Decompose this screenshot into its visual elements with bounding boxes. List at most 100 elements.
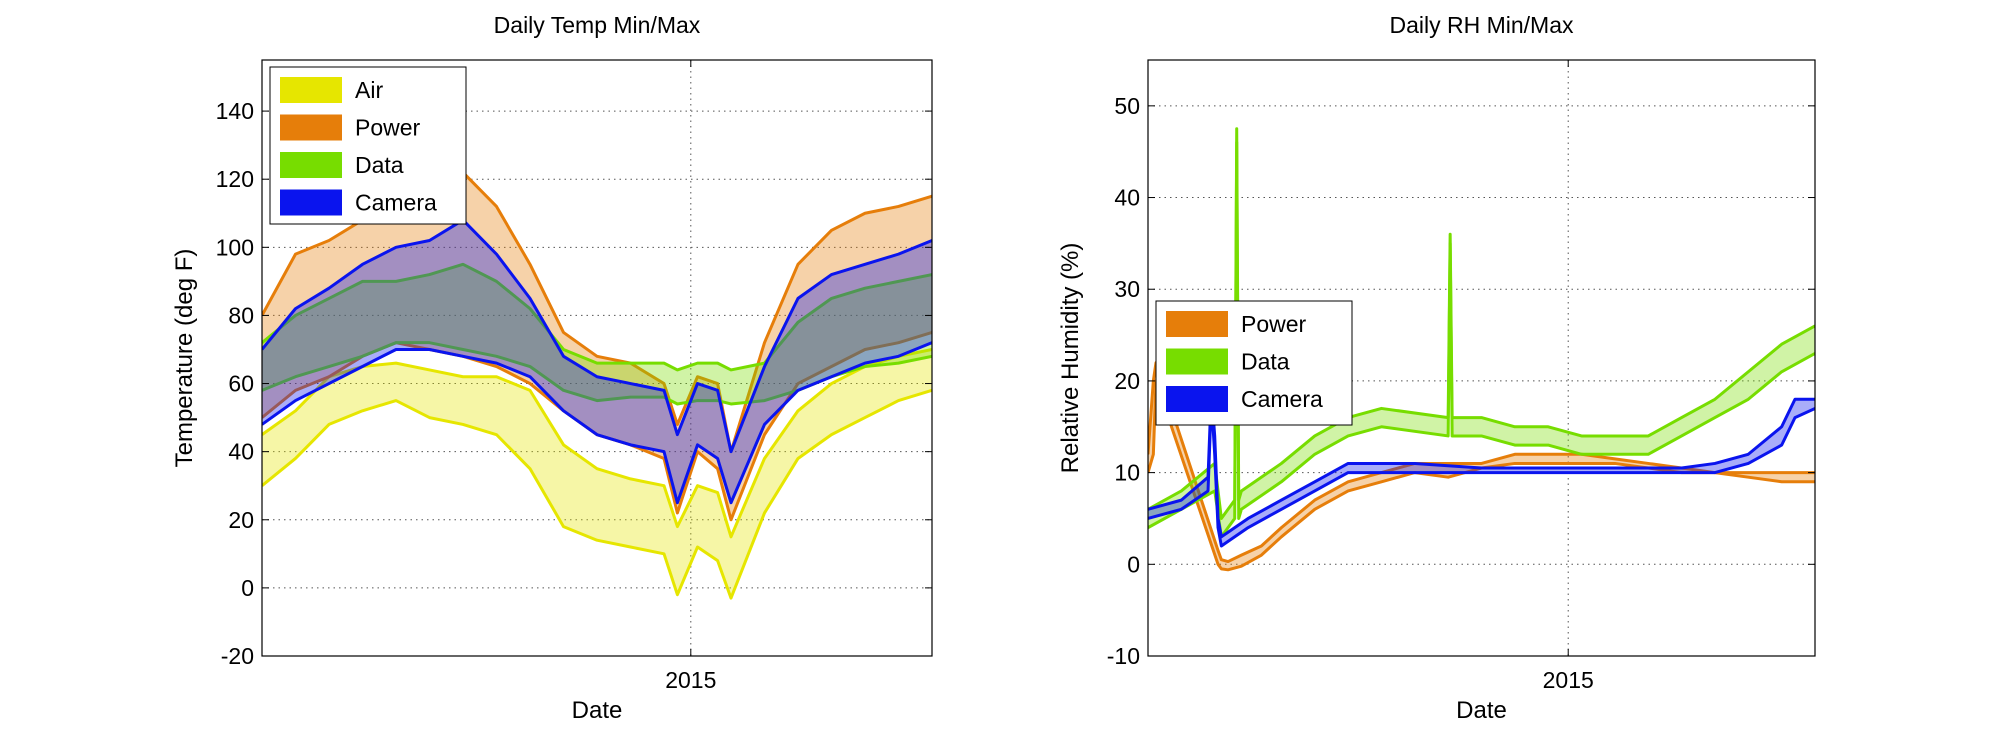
point-max-camera (663, 389, 665, 392)
point-min-power (1514, 462, 1516, 465)
point-max-data (1480, 416, 1483, 419)
point-max-camera (1227, 531, 1229, 534)
point-min-air (629, 546, 632, 548)
point-max-camera (1747, 453, 1750, 456)
point-min-camera (395, 348, 397, 351)
point-max-camera (1547, 467, 1549, 469)
point-max-data (462, 263, 464, 266)
y-tick-label: 30 (1114, 276, 1140, 302)
point-max-camera (864, 263, 866, 266)
point-max-power (1780, 471, 1783, 474)
point-min-camera (1213, 453, 1216, 456)
point-max-power (864, 212, 866, 215)
point-min-power (1380, 480, 1383, 483)
legend-swatch-air (280, 77, 342, 103)
point-max-power (663, 382, 665, 385)
point-min-power (897, 341, 900, 344)
point-max-power (830, 229, 833, 232)
point-min-camera (629, 444, 632, 446)
point-max-data (730, 369, 732, 371)
point-max-data (1580, 435, 1583, 437)
point-min-data (730, 403, 732, 405)
series-air (262, 348, 932, 600)
point-max-data (1547, 425, 1549, 428)
band-air (262, 349, 932, 599)
point-min-data (897, 362, 900, 364)
x-axis-label: Date (1456, 697, 1507, 724)
point-min-air (395, 399, 397, 402)
point-max-air (797, 409, 799, 412)
point-max-air (562, 444, 565, 446)
point-max-data (897, 280, 900, 283)
x-axis-label: Date (572, 697, 623, 724)
point-max-camera (1180, 499, 1183, 501)
point-min-camera (529, 375, 531, 378)
point-min-camera (495, 362, 498, 364)
point-max-camera (294, 307, 297, 310)
point-max-power (1220, 558, 1223, 561)
point-max-data (1313, 435, 1316, 437)
point-max-air (294, 409, 297, 412)
point-min-data (1237, 517, 1240, 520)
point-min-power (1313, 508, 1316, 511)
point-max-camera (428, 239, 431, 242)
point-min-power (1614, 462, 1616, 465)
y-tick-label: 120 (216, 166, 254, 192)
point-min-camera (1247, 526, 1249, 529)
point-min-power (716, 467, 719, 470)
point-max-data (1237, 499, 1240, 501)
point-max-power (1280, 526, 1283, 529)
point-max-power (1347, 480, 1349, 483)
y-tick-label: 0 (241, 575, 254, 601)
point-min-data (1380, 425, 1383, 428)
point-min-power (1447, 476, 1449, 479)
point-min-data (395, 341, 397, 344)
point-min-data (1240, 508, 1243, 511)
point-max-data (428, 273, 431, 276)
point-min-power (1580, 462, 1583, 465)
point-max-data (1680, 416, 1683, 419)
point-max-power (1227, 560, 1229, 563)
point-max-camera (1247, 517, 1249, 520)
point-max-data (864, 287, 866, 289)
point-max-air (596, 467, 598, 470)
point-min-data (629, 396, 632, 398)
point-min-air (676, 593, 679, 596)
point-min-power (529, 382, 531, 385)
point-min-power (1747, 476, 1750, 479)
point-max-data (1220, 517, 1223, 520)
point-min-camera (1680, 471, 1683, 474)
point-min-data (495, 355, 498, 358)
point-min-camera (1220, 545, 1223, 547)
point-max-power (596, 355, 598, 358)
point-min-data (1514, 444, 1516, 446)
point-max-air (629, 478, 632, 480)
point-max-camera (1213, 435, 1216, 437)
point-min-air (462, 423, 464, 426)
point-min-camera (730, 501, 732, 504)
chart-title: Daily RH Min/Max (1389, 12, 1574, 38)
point-min-data (864, 365, 866, 368)
x-tick-label: 2015 (665, 667, 716, 693)
point-min-air (696, 546, 699, 548)
point-max-camera (1794, 398, 1796, 401)
point-min-data (1547, 444, 1549, 446)
point-max-data (1380, 407, 1383, 410)
point-max-camera (897, 253, 900, 255)
y-tick-label: 80 (228, 302, 254, 328)
point-min-camera (897, 355, 900, 358)
legend-swatch-power (1166, 311, 1228, 337)
series-group (1148, 127, 1815, 572)
point-max-data (1227, 508, 1229, 511)
point-min-data (1235, 141, 1238, 144)
point-max-power (716, 382, 719, 385)
point-min-power (1280, 536, 1283, 538)
point-min-data (1580, 453, 1583, 456)
point-max-data (1180, 490, 1183, 492)
point-max-air (696, 484, 699, 487)
y-tick-label: -20 (221, 643, 254, 669)
point-max-air (495, 375, 498, 378)
y-tick-label: 20 (228, 507, 254, 533)
point-max-camera (830, 273, 833, 276)
point-min-air (663, 553, 665, 555)
